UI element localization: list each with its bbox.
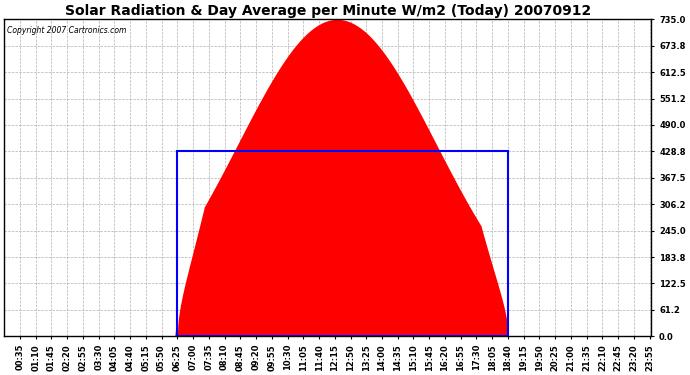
Bar <box>177 152 508 336</box>
Title: Solar Radiation & Day Average per Minute W/m2 (Today) 20070912: Solar Radiation & Day Average per Minute… <box>65 4 591 18</box>
Text: Copyright 2007 Cartronics.com: Copyright 2007 Cartronics.com <box>8 26 127 34</box>
